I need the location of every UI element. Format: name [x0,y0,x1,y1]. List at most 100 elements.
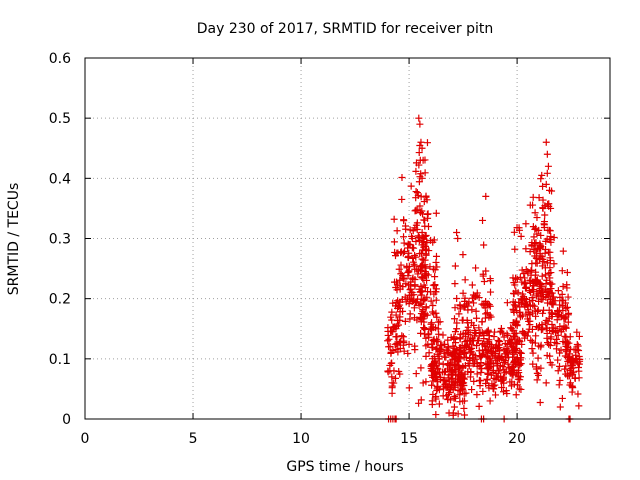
data-point [543,276,551,284]
data-point [512,320,520,328]
data-point [477,369,485,377]
data-point [486,340,494,348]
data-point [514,381,522,389]
data-point [539,196,547,204]
data-point [402,225,410,233]
data-point [473,391,481,399]
data-point [563,303,571,311]
data-point [459,289,467,297]
data-point [535,194,543,202]
data-point [451,262,459,270]
data-point [470,377,478,385]
data-point [541,271,549,279]
data-point [536,399,544,407]
x-tick-label: 10 [292,431,310,447]
data-point [387,348,395,356]
data-point [395,265,403,273]
data-point [432,392,440,400]
data-point [412,188,420,196]
data-point [407,278,415,286]
data-point [427,297,435,305]
data-point [415,114,423,122]
data-point [543,150,551,158]
data-point [398,296,406,304]
plot-frame [84,57,611,420]
data-point [418,144,426,152]
data-point [524,306,532,314]
data-point [472,329,480,337]
data-point [528,266,536,274]
data-point [546,288,554,296]
data-point [470,299,478,307]
data-point [458,385,466,393]
data-point [529,193,537,201]
data-point [391,340,399,348]
data-point [392,311,400,319]
data-point [436,318,444,326]
y-tick-label: 0.5 [49,111,71,127]
data-point [571,374,579,382]
data-point [528,338,536,346]
data-point [441,381,449,389]
data-point [563,269,571,277]
x-axis-label: GPS time / hours [286,459,403,475]
data-point [546,342,554,350]
data-point [540,224,548,232]
data-point [570,346,578,354]
data-point [464,330,472,338]
data-point [437,345,445,353]
data-point [418,174,426,182]
data-point [451,392,459,400]
data-point [428,401,436,409]
data-point [509,370,517,378]
data-point [499,375,507,383]
data-point [473,314,481,322]
data-point [423,311,431,319]
data-point [406,241,414,249]
data-point [483,376,491,384]
data-point [390,215,398,223]
x-tick-labels: 0 5 10 15 20 [81,431,526,447]
data-point [511,245,519,253]
data-point [468,281,476,289]
data-point [562,362,570,370]
data-point [453,294,461,302]
data-point [444,395,452,403]
data-point [527,271,535,279]
data-point [420,318,428,326]
data-point [533,376,541,384]
data-point [522,220,530,228]
data-point [555,381,563,389]
data-point [431,373,439,381]
data-point [566,350,574,358]
data-point [474,336,482,344]
data-point [417,329,425,337]
data-point [418,255,426,263]
data-point [558,267,566,275]
data-point [531,239,539,247]
data-point [483,328,491,336]
data-point [548,280,556,288]
data-point [405,384,413,392]
data-point [546,227,554,235]
data-point [491,381,499,389]
data-point [461,297,469,305]
data-point [541,211,549,219]
data-point [534,245,542,253]
data-point [471,326,479,334]
data-point [457,377,465,385]
data-point [554,307,562,315]
data-point [429,301,437,309]
data-point [477,377,485,385]
data-point [390,238,398,246]
data-point [524,315,532,323]
data-point [462,389,470,397]
data-point [533,259,541,267]
data-point [454,410,462,418]
data-point [575,332,583,340]
data-point [412,253,420,261]
data-point [566,333,574,341]
data-point [544,317,552,325]
data-point [484,326,492,334]
data-point [417,364,425,372]
